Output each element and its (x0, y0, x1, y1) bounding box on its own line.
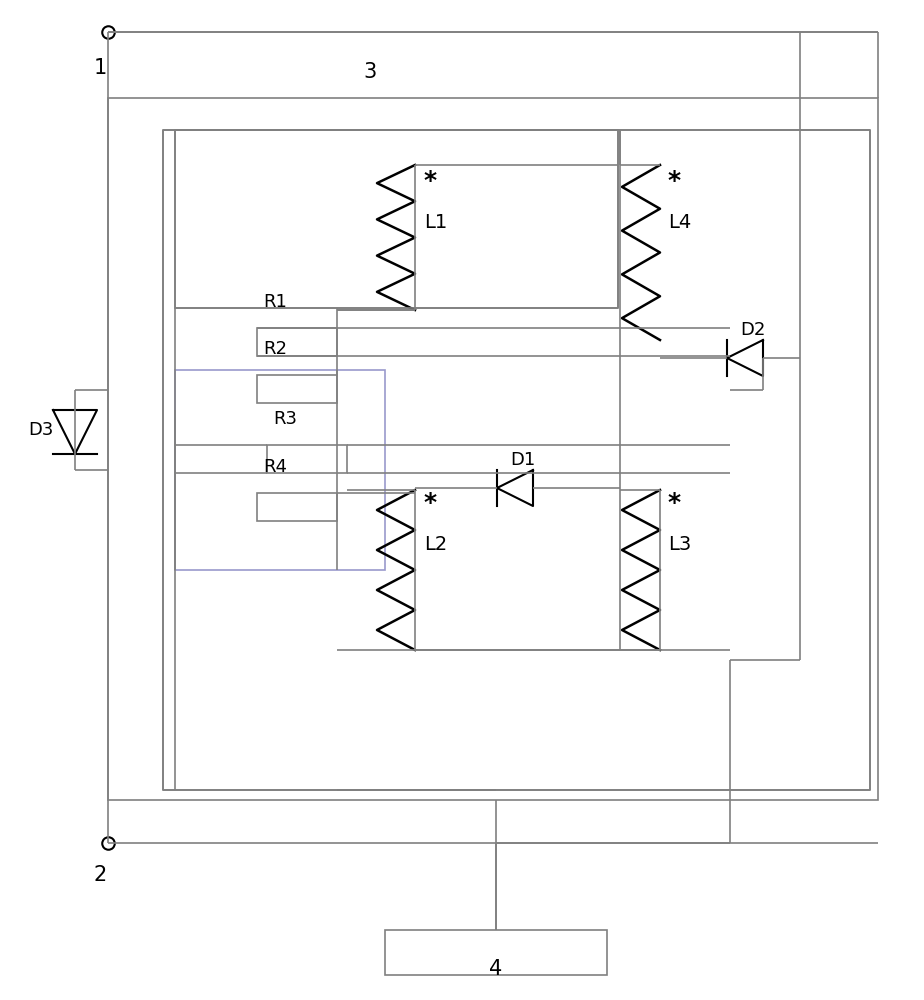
Text: D1: D1 (510, 451, 535, 469)
Bar (267, 445, 347, 473)
Bar (257, 375, 337, 403)
Text: *: * (424, 169, 437, 193)
Text: 3: 3 (363, 62, 377, 82)
Text: 2: 2 (93, 865, 106, 885)
Text: 4: 4 (490, 959, 503, 979)
Text: *: * (668, 491, 681, 515)
Bar (257, 493, 337, 521)
Text: *: * (668, 169, 681, 193)
Text: R1: R1 (263, 293, 286, 311)
Bar (175, 370, 385, 570)
Text: L3: L3 (668, 535, 691, 554)
Bar (385, 930, 607, 975)
Text: R2: R2 (263, 340, 287, 358)
Text: R4: R4 (263, 458, 287, 476)
Text: R3: R3 (273, 410, 297, 428)
Text: L2: L2 (424, 535, 447, 554)
Bar (257, 328, 337, 356)
Text: L1: L1 (424, 213, 447, 232)
Text: L4: L4 (668, 213, 691, 232)
Text: D3: D3 (28, 421, 54, 439)
Text: D2: D2 (740, 321, 765, 339)
Bar (175, 130, 618, 308)
Bar (163, 130, 870, 790)
Text: 1: 1 (93, 58, 106, 78)
Text: *: * (424, 491, 437, 515)
Bar (108, 98, 878, 800)
